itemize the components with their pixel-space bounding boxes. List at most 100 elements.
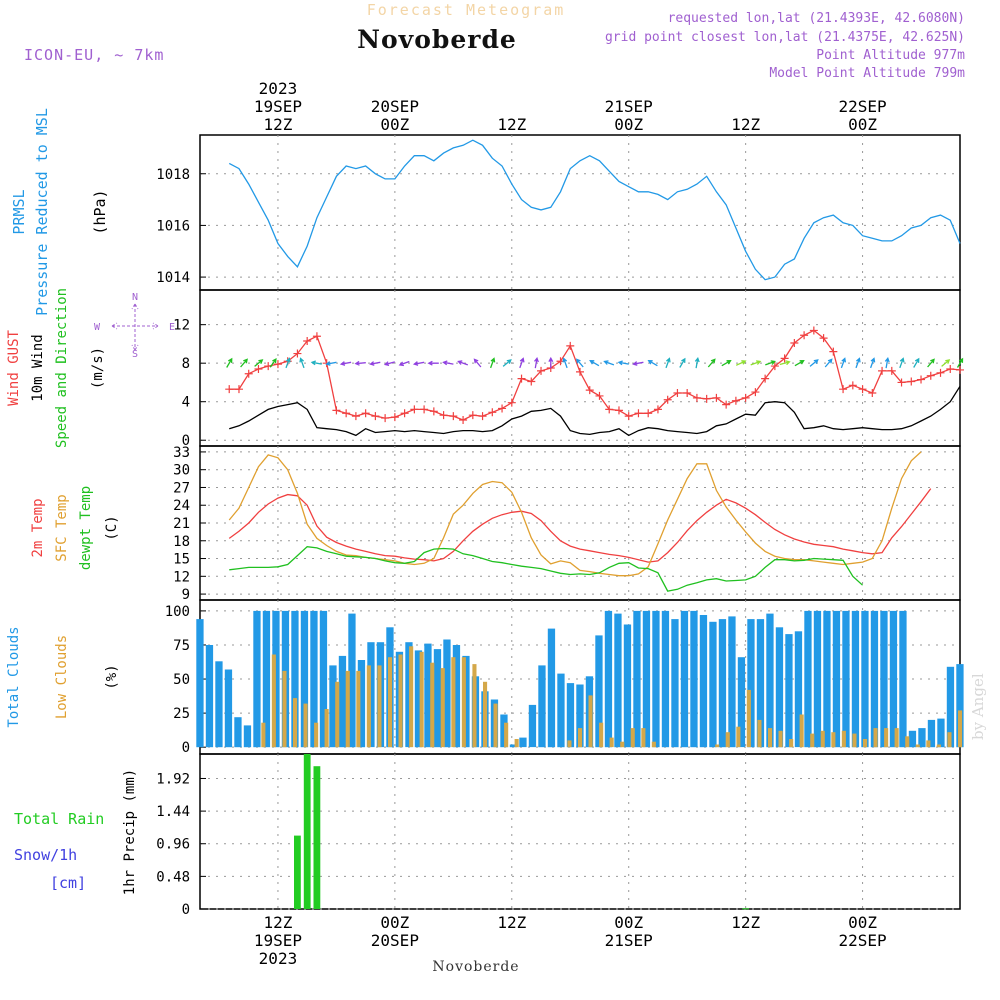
total-cloud-bar [652, 610, 660, 748]
bottom-axis-label: 20SEP [371, 931, 419, 950]
legend-total-rain: Total Rain [14, 810, 104, 828]
total-cloud-bar [310, 610, 318, 748]
gust-point [342, 409, 351, 418]
total-cloud-bar [272, 610, 280, 748]
total-cloud-bar [927, 719, 936, 748]
panels: 1014 1016 1018 PRMSL Pressure Reduced to MSL… [6, 108, 964, 918]
gust-point [702, 394, 711, 403]
header: Forecast Meteogram Novoberde ICON-EU, ~ … [24, 1, 965, 81]
low-cloud-bar [715, 744, 720, 748]
info-line-2: grid point closest lon,lat (21.4375E, 42… [605, 30, 965, 45]
low-cloud-bar [324, 709, 329, 748]
wind-arrow [735, 360, 747, 366]
total-cloud-bar [804, 610, 812, 748]
wind-arrow [824, 358, 833, 368]
total-cloud-bar [794, 631, 803, 748]
wind-arrow [603, 360, 615, 366]
panel-clouds: 0 25 50 75 100 Total Clouds Low Clouds (%) [6, 599, 964, 756]
wind-arrow [457, 360, 469, 366]
compass-south: S [132, 349, 138, 360]
wind-arrow [398, 360, 410, 367]
total-cloud-bar [566, 683, 575, 748]
wind-speed-line [229, 385, 961, 437]
low-cloud-bar [936, 744, 941, 748]
total-cloud-bar [253, 610, 261, 748]
y-tick-label: 1016 [156, 218, 190, 234]
total-cloud-bar [452, 645, 461, 748]
wind-arrow [427, 360, 439, 366]
y-tick-label: 9 [182, 587, 190, 603]
low-cloud-bar [377, 665, 382, 748]
gust-point [537, 366, 546, 375]
wind-arrow [442, 360, 454, 366]
total-cloud-bar [405, 642, 413, 748]
low-cloud-bar [873, 728, 878, 748]
y-tick-label: 1018 [156, 167, 190, 183]
gust-point [614, 406, 623, 415]
temp-2m-line [228, 488, 932, 563]
pressure-line [228, 139, 961, 281]
low-cloud-bar [841, 730, 846, 748]
gust-point [527, 377, 536, 386]
total-cloud-bar [519, 737, 527, 748]
gust-point [624, 412, 633, 421]
low-cloud-bar [746, 689, 751, 748]
gust-point [595, 391, 604, 400]
top-axis-label: 12Z [731, 115, 760, 134]
gust-point [517, 374, 526, 383]
wind-arrow [765, 360, 776, 366]
total-cloud-bar [433, 649, 442, 748]
total-cloud-bar [319, 610, 328, 748]
wind-arrow [310, 360, 322, 366]
wind-arrow [694, 356, 700, 369]
wind-arrow [721, 360, 732, 367]
gust-point [254, 364, 263, 373]
info-line-4: Model Point Altitude 799m [769, 66, 965, 81]
low-cloud-bar [778, 730, 783, 748]
wind-arrow [794, 360, 805, 367]
gust-point [605, 405, 614, 414]
total-cloud-bar [357, 660, 366, 748]
wind-arrow [632, 361, 644, 366]
gust-point [303, 337, 312, 346]
y-unit-hpa: (hPa) [91, 189, 109, 234]
wind-arrow [254, 359, 264, 367]
y-label-prmsl: PRMSL [10, 189, 28, 234]
y-tick-label: 30 [173, 463, 190, 479]
precip-bar [294, 835, 301, 909]
bottom-axis-label: 21SEP [605, 931, 653, 950]
low-cloud-bar [641, 728, 646, 748]
y-tick-label: 8 [182, 356, 190, 372]
low-cloud-bar [335, 681, 340, 748]
gust-point [429, 407, 438, 416]
gust-point [878, 366, 887, 375]
gust-point [244, 369, 253, 378]
gust-point [273, 360, 282, 369]
total-cloud-bar [680, 610, 689, 748]
total-cloud-bar [747, 619, 755, 748]
total-cloud-bar [785, 634, 793, 748]
total-cloud-bar [367, 642, 375, 748]
y-tick-label: 0.48 [156, 869, 190, 885]
gust-point [293, 349, 302, 358]
y-label-2m-temp: 2m Temp [30, 498, 46, 557]
gust-point [887, 366, 896, 375]
total-cloud-bar [604, 610, 613, 748]
gust-point [371, 412, 380, 421]
wind-arrow [750, 360, 762, 366]
bottom-axis-label: 00Z [614, 913, 643, 932]
low-cloud-bar [483, 681, 488, 748]
gust-point [468, 411, 477, 420]
gust-point [673, 389, 682, 398]
y-unit-pct: (%) [104, 664, 120, 689]
chart-subtitle: Forecast Meteogram [367, 1, 566, 19]
wind-compass-icon: N S W E [94, 292, 175, 360]
total-cloud-bar [690, 610, 698, 748]
y-tick-label: 0 [182, 902, 190, 918]
total-cloud-bar [547, 628, 556, 748]
gust-point [488, 408, 497, 417]
total-cloud-bar [633, 610, 641, 748]
gust-point [790, 338, 799, 347]
total-cloud-bar [338, 655, 347, 748]
